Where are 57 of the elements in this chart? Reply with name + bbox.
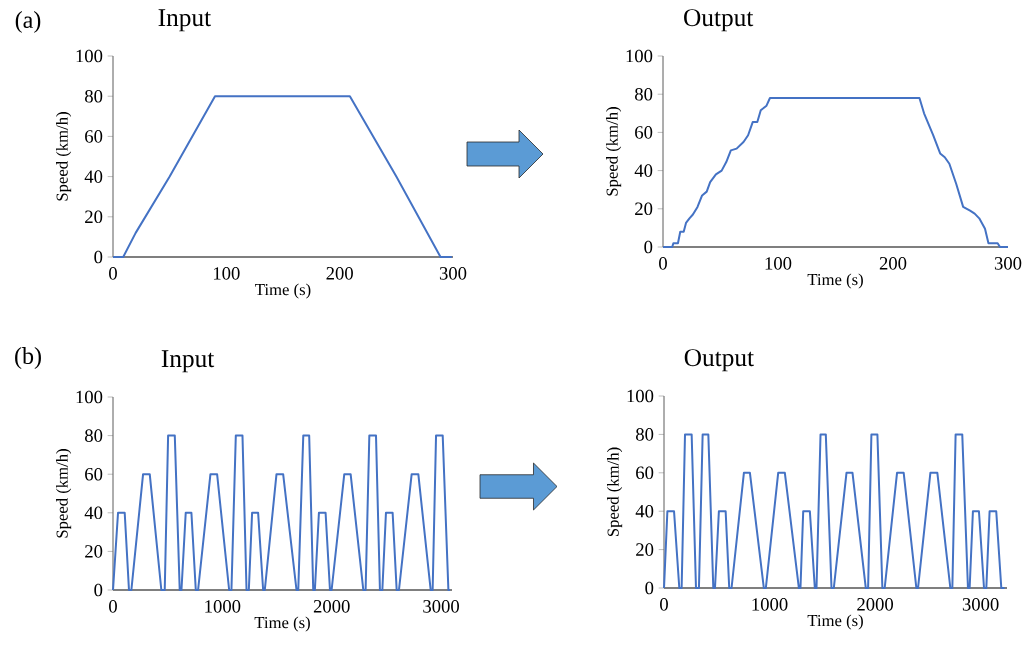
y-axis-title: Speed (km/h) — [606, 107, 622, 196]
x-tick-label: 100 — [765, 257, 792, 270]
y-tick-label: 100 — [627, 389, 654, 403]
line-series — [662, 97, 1009, 248]
y-tick-label: 40 — [84, 170, 103, 183]
y-tick-label: 40 — [634, 164, 653, 177]
y-tick-label: 80 — [85, 429, 103, 442]
y-tick-label: 0 — [94, 583, 103, 597]
x-axis-title: Time (s) — [255, 283, 311, 299]
line-series — [112, 434, 452, 592]
y-axis-title: Speed (km/h) — [56, 449, 72, 538]
y-axis-title: Speed (km/h) — [607, 447, 623, 537]
text: (b) — [15, 347, 41, 369]
line-series — [663, 433, 1006, 590]
chart-title: Output — [684, 349, 754, 372]
y-tick-label: 100 — [626, 49, 653, 63]
y-tick-label: 20 — [85, 210, 103, 224]
y-tick-label: 80 — [635, 87, 653, 101]
chart-title: Input — [158, 9, 211, 32]
chart-title: Input — [161, 350, 215, 373]
x-tick-label: 3000 — [423, 600, 460, 613]
x-tick-label: 1000 — [752, 598, 788, 611]
y-tick-label: 80 — [85, 89, 103, 103]
x-axis-title: Time (s) — [254, 616, 310, 632]
x-tick-label: 0 — [659, 257, 667, 270]
x-tick-label: 2000 — [313, 600, 350, 613]
x-tick-label: 2000 — [857, 598, 894, 611]
x-tick-label: 0 — [660, 598, 668, 611]
y-tick-label: 40 — [84, 506, 103, 520]
y-tick-label: 100 — [76, 390, 103, 404]
line-series — [112, 95, 453, 259]
y-tick-label: 60 — [85, 467, 103, 481]
x-tick-label: 0 — [109, 600, 117, 613]
y-tick-label: 0 — [645, 581, 654, 595]
x-tick-label: 0 — [109, 267, 117, 280]
y-tick-label: 0 — [644, 240, 653, 254]
x-tick-label: 200 — [879, 257, 907, 270]
x-axis-title: Time (s) — [807, 614, 863, 630]
y-tick-label: 20 — [85, 545, 103, 558]
y-tick-label: 60 — [85, 130, 103, 143]
x-tick-label: 1000 — [205, 600, 241, 613]
y-tick-label: 60 — [636, 466, 654, 480]
y-tick-label: 100 — [76, 49, 103, 63]
y-axis-title: Speed (km/h) — [56, 112, 72, 201]
x-tick-label: 200 — [326, 267, 353, 280]
x-tick-label: 300 — [994, 257, 1022, 270]
y-tick-label: 20 — [635, 202, 653, 216]
y-tick-label: 40 — [635, 504, 654, 518]
y-tick-label: 60 — [635, 126, 653, 139]
y-tick-label: 20 — [636, 543, 654, 556]
y-tick-label: 80 — [636, 428, 654, 441]
chart-title: Output — [684, 9, 754, 32]
x-axis-title: Time (s) — [807, 273, 863, 289]
x-tick-label: 100 — [213, 267, 240, 280]
text: (a) — [15, 11, 41, 33]
x-tick-label: 3000 — [962, 598, 999, 611]
x-tick-label: 300 — [439, 267, 467, 280]
